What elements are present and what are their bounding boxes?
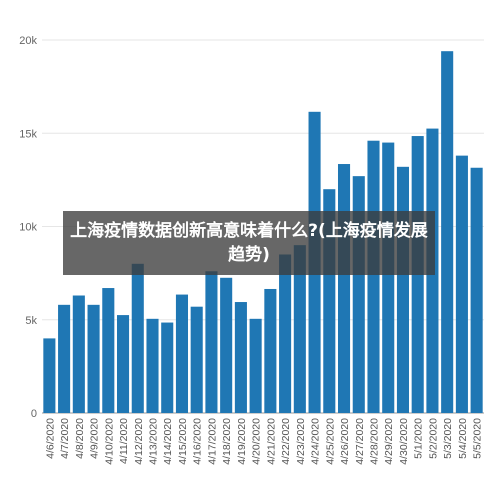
bar-4/15/2020 xyxy=(175,294,189,413)
bar-4/8/2020 xyxy=(72,295,85,413)
x-tick-label: 5/4/2020 xyxy=(457,418,469,459)
bar-4/13/2020 xyxy=(146,318,159,413)
x-tick-label: 4/6/2020 xyxy=(44,418,56,459)
overlay-caption: 上海疫情数据创新高意味着什么?(上海疫情发展趋势) xyxy=(63,211,435,275)
x-tick-label: 4/14/2020 xyxy=(162,418,174,465)
y-tick-label: 15k xyxy=(19,128,37,140)
x-tick-label: 4/24/2020 xyxy=(310,418,322,465)
x-tick-label: 5/3/2020 xyxy=(442,418,454,459)
bar-4/7/2020 xyxy=(58,304,71,413)
x-tick-label: 4/9/2020 xyxy=(89,418,101,459)
bar-5/3/2020 xyxy=(441,51,454,413)
x-tick-label: 4/12/2020 xyxy=(133,418,145,465)
x-tick-label: 4/19/2020 xyxy=(236,418,248,465)
bar-4/26/2020 xyxy=(337,164,351,413)
x-tick-label: 4/17/2020 xyxy=(206,418,218,465)
x-tick-label: 4/25/2020 xyxy=(324,418,336,465)
bar-4/22/2020 xyxy=(279,254,292,413)
x-tick-label: 4/22/2020 xyxy=(280,418,292,465)
bar-4/10/2020 xyxy=(102,288,115,413)
bar-5/4/2020 xyxy=(455,155,468,413)
x-tick-label: 5/2/2020 xyxy=(427,418,439,459)
x-tick-label: 5/5/2020 xyxy=(472,418,484,459)
x-tick-label: 4/23/2020 xyxy=(295,418,307,465)
x-tick-label: 4/18/2020 xyxy=(221,418,233,465)
bar-4/17/2020 xyxy=(205,271,218,413)
bar-4/14/2020 xyxy=(161,322,174,413)
x-tick-label: 4/16/2020 xyxy=(192,418,204,465)
bar-4/28/2020 xyxy=(367,140,380,413)
x-tick-label: 4/20/2020 xyxy=(251,418,263,465)
bar-4/23/2020 xyxy=(293,245,306,413)
bar-5/5/2020 xyxy=(470,167,483,413)
x-tick-label: 4/13/2020 xyxy=(148,418,160,465)
bar-4/29/2020 xyxy=(382,142,395,413)
x-tick-label: 4/29/2020 xyxy=(383,418,395,465)
x-tick-label: 5/1/2020 xyxy=(413,418,425,459)
y-tick-label: 0 xyxy=(31,408,37,420)
x-tick-label: 4/21/2020 xyxy=(265,418,277,465)
x-tick-label: 4/27/2020 xyxy=(354,418,366,465)
bar-4/19/2020 xyxy=(234,302,247,413)
bar-4/12/2020 xyxy=(131,263,144,413)
y-tick-label: 5k xyxy=(25,315,37,327)
x-tick-label: 4/7/2020 xyxy=(59,418,71,459)
x-tick-label: 4/11/2020 xyxy=(118,418,130,464)
bar-4/11/2020 xyxy=(116,315,130,413)
y-tick-label: 10k xyxy=(19,222,37,234)
x-tick-label: 4/26/2020 xyxy=(339,418,351,465)
bar-4/20/2020 xyxy=(249,318,262,413)
x-tick-label: 4/28/2020 xyxy=(369,418,381,465)
bar-4/30/2020 xyxy=(396,166,410,413)
bar-4/6/2020 xyxy=(43,338,56,413)
bar-4/9/2020 xyxy=(87,304,100,413)
x-tick-label: 4/15/2020 xyxy=(177,418,189,465)
bar-4/16/2020 xyxy=(190,306,203,413)
x-tick-label: 4/30/2020 xyxy=(398,418,410,465)
x-tick-label: 4/8/2020 xyxy=(74,418,86,459)
x-tick-label: 4/10/2020 xyxy=(103,418,115,465)
bar-4/21/2020 xyxy=(264,288,277,413)
bar-4/18/2020 xyxy=(220,277,233,413)
y-tick-label: 20k xyxy=(19,35,37,47)
